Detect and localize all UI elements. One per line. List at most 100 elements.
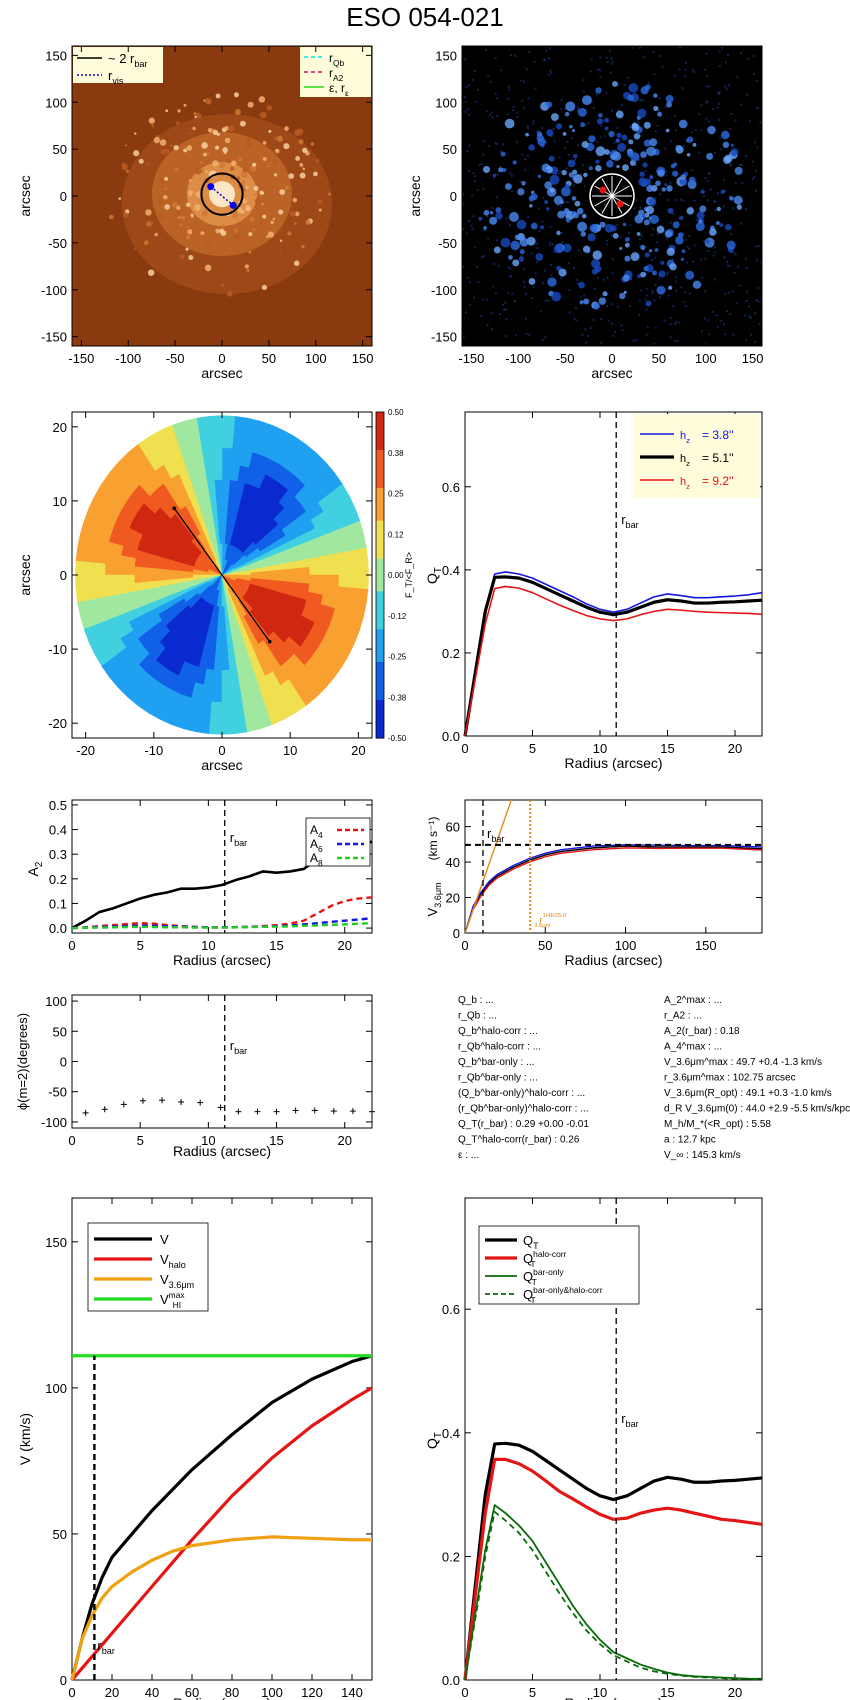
noise <box>739 52 742 55</box>
noise <box>720 148 723 151</box>
knot <box>298 139 304 145</box>
rbar-label: rbar <box>621 512 639 530</box>
noise <box>675 289 678 292</box>
blob <box>544 181 552 190</box>
blob <box>700 189 705 194</box>
y-axis-label: arcsec <box>407 175 423 216</box>
noise <box>650 234 653 237</box>
blob <box>630 152 640 162</box>
parameter-left: ε : ... <box>458 1150 479 1161</box>
blob <box>645 205 655 215</box>
noise <box>653 342 656 345</box>
knot <box>236 176 241 180</box>
colorbar-cell <box>376 575 384 582</box>
noise <box>729 163 732 166</box>
colorbar-cell <box>376 564 384 571</box>
colorbar-cell <box>376 667 384 674</box>
map-cell <box>196 715 211 735</box>
noise <box>611 272 614 275</box>
noise <box>541 126 544 129</box>
knot <box>231 160 237 167</box>
blob <box>582 95 592 106</box>
noise <box>756 106 759 109</box>
blob <box>716 206 721 212</box>
noise <box>542 196 545 199</box>
knot <box>305 219 311 225</box>
blob <box>667 207 674 214</box>
knot <box>310 142 315 146</box>
blob <box>646 146 656 157</box>
knot <box>159 172 162 175</box>
legend-label: A6 <box>310 837 323 854</box>
knot <box>153 137 160 144</box>
map-cell <box>210 701 223 719</box>
y-tick-label: 100 <box>435 95 457 110</box>
knot <box>189 193 192 197</box>
spoke <box>594 195 613 207</box>
blob <box>525 132 529 137</box>
knot <box>248 232 253 237</box>
noise <box>755 259 758 262</box>
noise <box>717 91 720 94</box>
x-axis-label: Radius (arcsec) <box>173 1695 271 1700</box>
blob <box>644 252 650 258</box>
knot <box>181 215 186 220</box>
phase-axes-frame <box>71 994 373 1129</box>
noise <box>462 202 465 205</box>
velocity-line <box>70 1354 373 1681</box>
noise <box>482 153 485 156</box>
colorbar-cell <box>376 439 384 446</box>
noise <box>573 158 576 161</box>
y-tick-label: 0 <box>60 1055 67 1070</box>
blob <box>545 101 553 108</box>
parameter-left: Q_T(r_bar) : 0.29 +0.00 -0.01 <box>458 1119 589 1130</box>
knot <box>225 158 231 164</box>
noise <box>545 141 548 144</box>
noise <box>667 294 670 297</box>
noise <box>709 188 712 191</box>
noise <box>523 268 526 271</box>
noise <box>528 333 531 336</box>
knot <box>176 205 181 210</box>
noise <box>726 264 729 267</box>
knot <box>288 173 295 179</box>
noise <box>705 117 708 120</box>
knot <box>215 93 221 99</box>
noise <box>596 68 599 71</box>
galaxy-image <box>108 92 332 297</box>
colorbar-cell <box>376 645 384 652</box>
noise <box>639 206 642 209</box>
y-axis-label: arcsec <box>17 554 33 595</box>
x-tick-label: -150 <box>68 351 94 366</box>
colorbar-cell <box>376 710 384 717</box>
knot <box>160 149 167 155</box>
noise <box>629 125 632 128</box>
noise <box>752 54 755 57</box>
knot <box>171 223 178 230</box>
blob <box>729 196 734 201</box>
blob <box>553 243 564 254</box>
blob <box>619 292 626 300</box>
noise <box>686 245 689 248</box>
blob <box>685 139 690 143</box>
noise <box>568 153 571 156</box>
blob <box>617 142 627 152</box>
noise <box>599 69 602 72</box>
blob <box>512 160 517 165</box>
noise <box>748 315 751 318</box>
noise <box>759 121 762 124</box>
knot <box>133 150 140 157</box>
x-tick-label: 5 <box>137 1133 144 1148</box>
colorbar-cell <box>376 526 384 533</box>
knot <box>170 144 173 147</box>
noise <box>740 103 743 106</box>
blob <box>645 300 652 307</box>
noise <box>514 54 517 57</box>
noise <box>589 70 592 73</box>
map-cell <box>323 563 340 576</box>
noise <box>473 179 476 182</box>
blob <box>528 195 535 202</box>
x-tick-label: 40 <box>145 1685 159 1700</box>
x-tick-label: 5 <box>529 741 536 756</box>
y-tick-label: -50 <box>48 1085 67 1100</box>
